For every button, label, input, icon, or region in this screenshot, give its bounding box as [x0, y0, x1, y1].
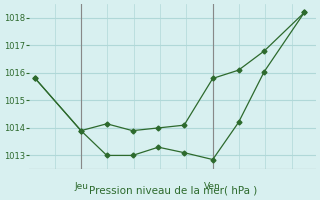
- Text: Ven: Ven: [204, 182, 221, 191]
- X-axis label: Pression niveau de la mer( hPa ): Pression niveau de la mer( hPa ): [89, 186, 257, 196]
- Text: Jeu: Jeu: [74, 182, 88, 191]
